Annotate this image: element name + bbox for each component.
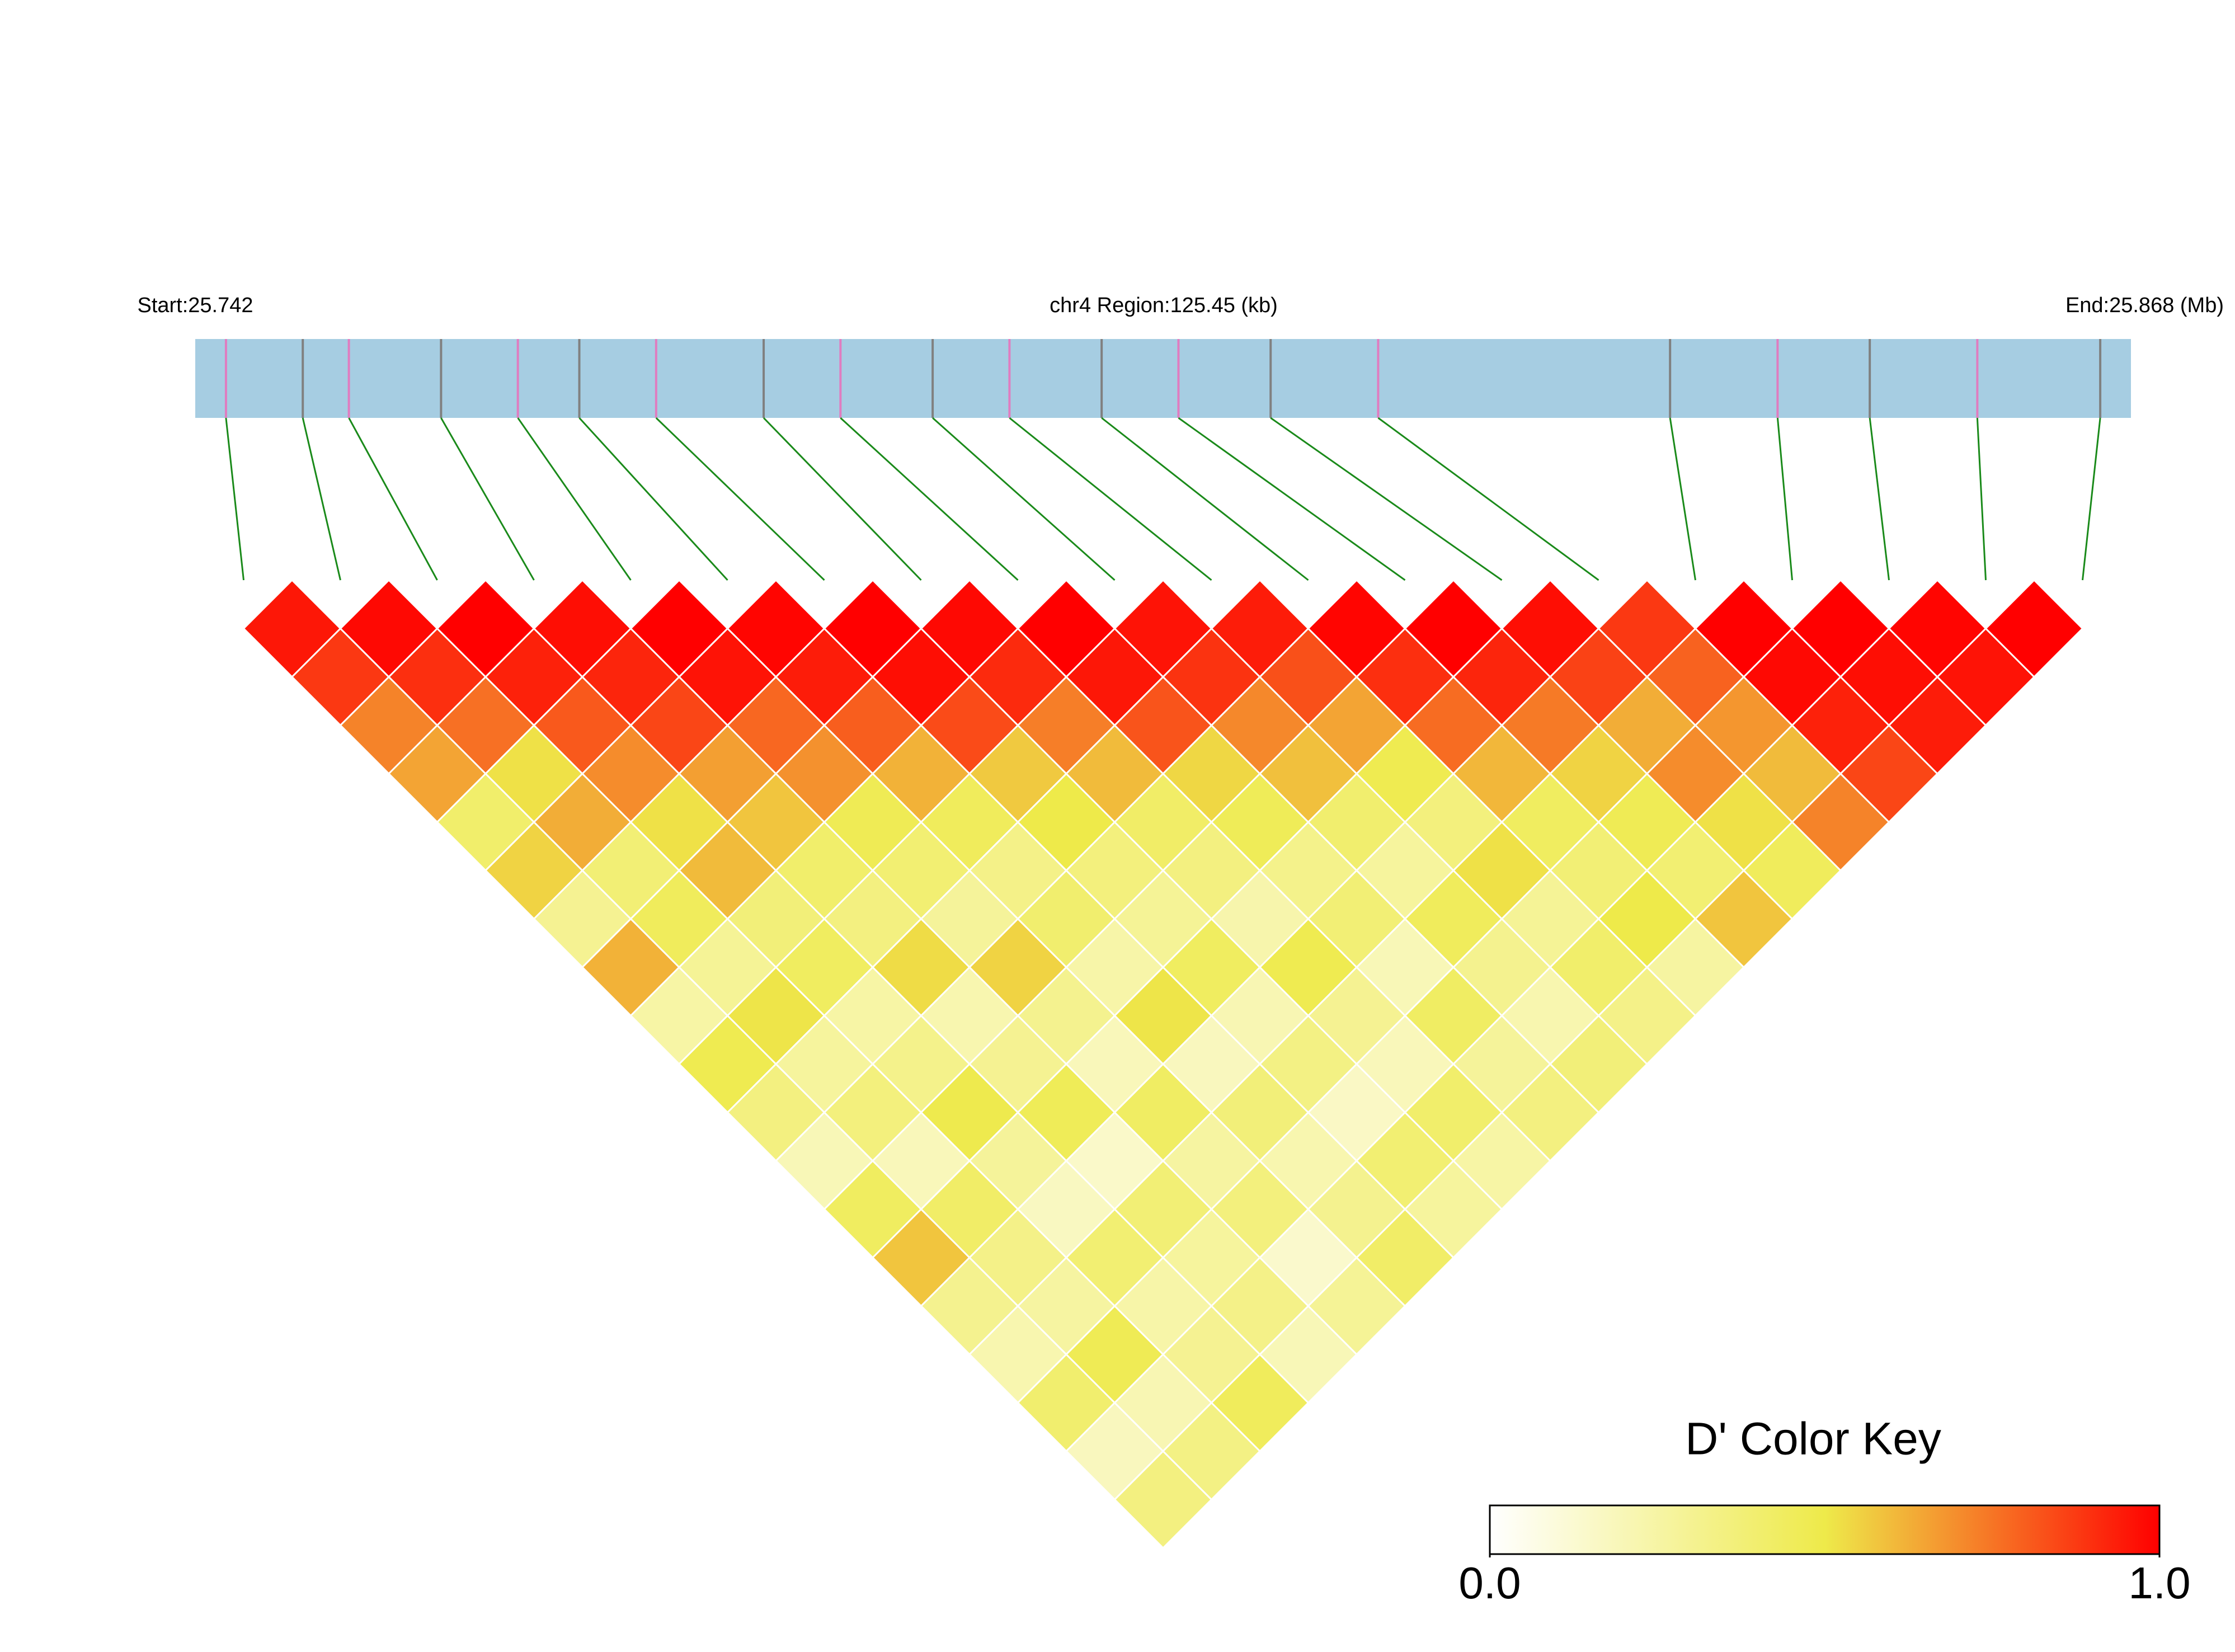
snp-link <box>655 417 825 581</box>
color-key-title: D' Color Key <box>1685 1414 1941 1465</box>
snp-link <box>578 417 728 581</box>
snp-link <box>840 417 1019 581</box>
snp-link <box>1976 417 1987 581</box>
snp-link <box>225 417 244 581</box>
start-label: Start:25.742 <box>137 294 253 317</box>
snp-link <box>1009 417 1212 581</box>
color-key-tick-label: 0.0 <box>1458 1558 1521 1608</box>
color-key-bar <box>1489 1504 2161 1555</box>
snp-link <box>763 417 922 581</box>
region-label: chr4 Region:125.45 (kb) <box>1050 294 1278 317</box>
color-key-tick-label: 1.0 <box>2128 1558 2190 1608</box>
snp-link <box>1869 417 1890 581</box>
snp-bar <box>195 339 2131 418</box>
end-label: End:25.868 (Mb) <box>2065 294 2224 317</box>
snp-link <box>348 417 438 581</box>
snp-link <box>1377 417 1599 581</box>
ld-cell <box>1984 578 2084 679</box>
snp-link <box>302 417 341 581</box>
snp-link <box>2082 417 2101 581</box>
snp-link <box>1669 417 1696 581</box>
snp-link <box>1270 417 1503 581</box>
snp-link <box>517 417 632 581</box>
snp-link <box>440 417 535 581</box>
snp-link <box>1101 417 1309 581</box>
snp-link <box>932 417 1116 581</box>
snp-link <box>1178 417 1406 581</box>
snp-link <box>1776 417 1793 581</box>
